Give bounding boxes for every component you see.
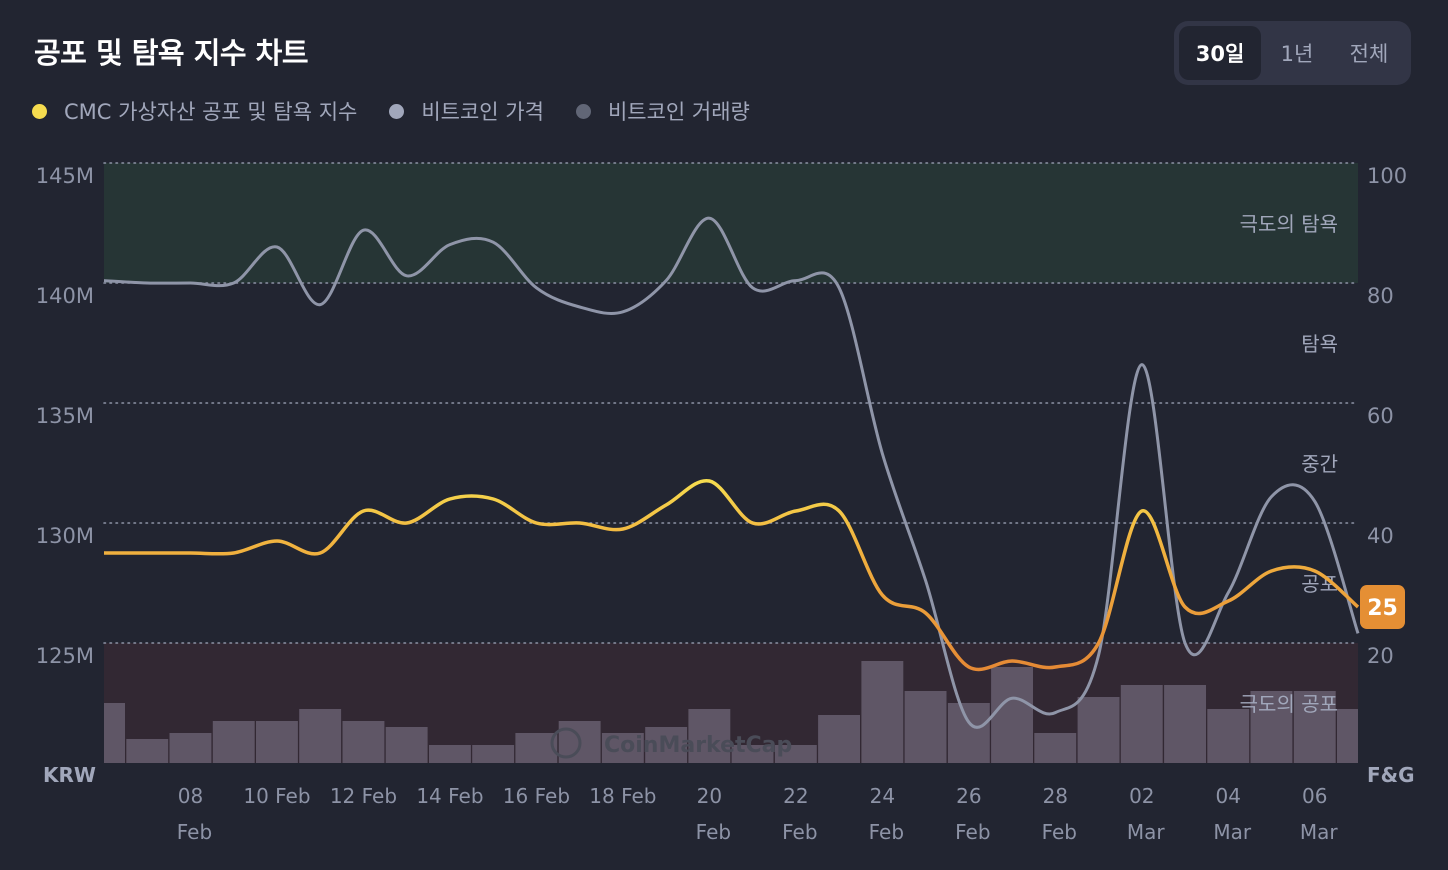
- tab-1y[interactable]: 1년: [1280, 42, 1314, 66]
- volume-bar: [1250, 691, 1293, 763]
- right-axis-label: F&G: [1367, 763, 1415, 787]
- volume-bar: [731, 745, 774, 763]
- legend-label: CMC 가상자산 공포 및 탐욕 지수: [64, 100, 358, 124]
- volume-bar: [126, 739, 169, 763]
- volume-bar: [169, 733, 212, 763]
- volume-bar: [947, 703, 990, 763]
- right-axis-tick: 20: [1367, 644, 1394, 668]
- x-axis-tick: 12 Feb: [330, 784, 397, 808]
- legend-dot-icon: [389, 103, 405, 119]
- right-axis-tick: 100: [1367, 164, 1407, 188]
- legend-item-btc-price[interactable]: 비트코인 가격: [389, 96, 544, 126]
- volume-bar: [774, 745, 817, 763]
- volume-bar: [601, 733, 644, 763]
- x-axis-tick: 08: [178, 784, 203, 808]
- volume-bar: [1293, 691, 1336, 763]
- x-axis-tick: 14 Feb: [416, 784, 483, 808]
- x-axis-tick: 20: [697, 784, 722, 808]
- volume-bar: [688, 709, 731, 763]
- volume-bar: [429, 745, 471, 763]
- volume-bar: [1337, 709, 1358, 763]
- volume-bar: [861, 661, 904, 763]
- x-axis-tick: 18 Feb: [589, 784, 656, 808]
- legend-item-fear-greed[interactable]: CMC 가상자산 공포 및 탐욕 지수: [32, 96, 357, 126]
- left-axis-tick: 140M: [36, 284, 94, 308]
- volume-bar: [299, 709, 342, 763]
- range-selector: 30일 1년 전체: [1174, 21, 1411, 85]
- volume-bar: [904, 691, 947, 763]
- zone-label: 중간: [1301, 452, 1338, 476]
- x-axis-tick-month: Mar: [1213, 820, 1252, 844]
- volume-bar: [385, 727, 428, 763]
- zone-label: 극도의 탐욕: [1240, 212, 1338, 236]
- volume-bar: [1120, 685, 1163, 763]
- volume-bar: [1034, 733, 1077, 763]
- x-axis-tick: 02: [1129, 784, 1154, 808]
- volume-bar: [515, 733, 558, 763]
- tab-all[interactable]: 전체: [1349, 42, 1389, 66]
- legend-label: 비트코인 가격: [421, 100, 544, 124]
- x-axis-tick: 10 Feb: [243, 784, 310, 808]
- watermark-text: CoinMarketCap: [604, 733, 792, 758]
- volume-bar: [104, 703, 125, 763]
- x-axis-tick-month: Feb: [869, 820, 904, 844]
- btc-price-line: [103, 216, 1360, 729]
- x-axis-tick-month: Mar: [1300, 820, 1339, 844]
- x-axis-tick-month: Feb: [696, 820, 731, 844]
- zone-label: 극도의 공포: [1240, 692, 1338, 716]
- volume-bar: [818, 715, 860, 763]
- left-axis-tick: 125M: [36, 644, 94, 668]
- x-axis-tick-month: Feb: [782, 820, 817, 844]
- left-axis-label: KRW: [43, 763, 96, 787]
- legend-label: 비트코인 거래량: [607, 100, 750, 124]
- watermark-logo-icon: [550, 727, 582, 759]
- page-title: 공포 및 탐욕 지수 차트: [34, 36, 309, 70]
- chart-legend: CMC 가상자산 공포 및 탐욕 지수 비트코인 가격 비트코인 거래량: [32, 96, 782, 126]
- current-value-badge: [1360, 585, 1405, 629]
- zone-band-0: [104, 163, 1358, 283]
- left-axis-tick: 130M: [36, 524, 94, 548]
- x-axis-tick: 06: [1302, 784, 1327, 808]
- x-axis-tick: 26: [956, 784, 981, 808]
- legend-dot-icon: [32, 103, 47, 119]
- right-axis-tick: 80: [1367, 284, 1394, 308]
- volume-bar: [1207, 709, 1250, 763]
- x-axis-tick: 28: [1043, 784, 1068, 808]
- x-axis-tick: 22: [783, 784, 808, 808]
- volume-bar: [1164, 685, 1206, 763]
- volume-bar: [991, 667, 1033, 763]
- left-axis-tick: 135M: [36, 404, 94, 428]
- volume-bar: [1077, 697, 1120, 763]
- volume-bar: [645, 727, 688, 763]
- x-axis-tick-month: Feb: [955, 820, 990, 844]
- volume-bar: [212, 721, 255, 763]
- left-axis-tick: 145M: [36, 164, 94, 188]
- right-axis-tick: 40: [1367, 524, 1394, 548]
- x-axis-tick: 04: [1216, 784, 1241, 808]
- x-axis-tick: 16 Feb: [503, 784, 570, 808]
- volume-bar: [256, 721, 298, 763]
- x-axis-tick-month: Feb: [1042, 820, 1077, 844]
- x-axis-tick: 24: [870, 784, 895, 808]
- right-axis-tick: 60: [1367, 404, 1394, 428]
- tab-30d[interactable]: 30일: [1179, 26, 1261, 80]
- fear-greed-line: [104, 479, 1360, 672]
- volume-bar: [342, 721, 385, 763]
- zone-label: 탐욕: [1301, 332, 1338, 356]
- volume-bar: [472, 745, 515, 763]
- x-axis-tick-month: Feb: [177, 820, 212, 844]
- x-axis-tick-month: Mar: [1127, 820, 1166, 844]
- legend-item-btc-volume[interactable]: 비트코인 거래량: [575, 96, 750, 126]
- current-value-text: 25: [1367, 596, 1398, 621]
- legend-dot-icon: [575, 103, 591, 119]
